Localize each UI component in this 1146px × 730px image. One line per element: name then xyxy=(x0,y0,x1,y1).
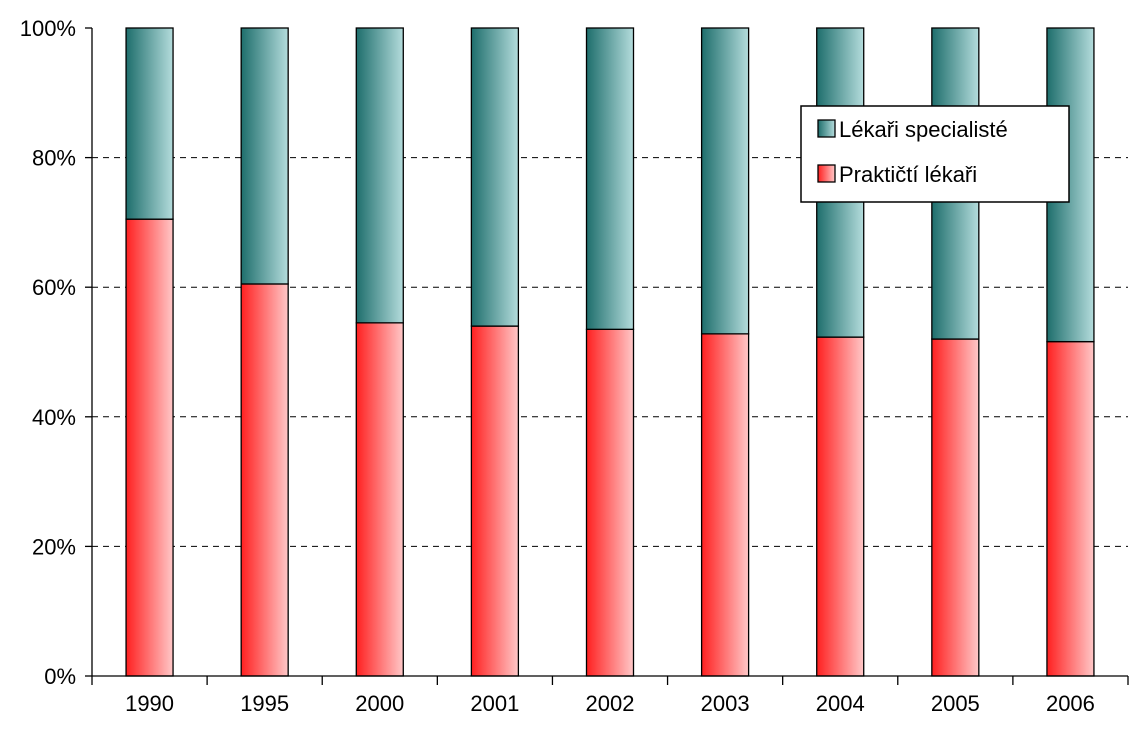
y-tick-label: 20% xyxy=(32,534,76,559)
axes: 0% 20% 40% 60% 80% 100% 1990 1995 2000 2001 2002 20… xyxy=(20,16,1129,716)
y-tick-label: 80% xyxy=(32,146,76,171)
bar-prakticti-1990 xyxy=(125,218,174,677)
legend-swatch xyxy=(817,164,836,183)
y-tick-label: 100% xyxy=(20,16,76,41)
bar-specialiste-1995 xyxy=(240,27,289,285)
x-tick-label: 2006 xyxy=(1046,691,1095,716)
bar-specialiste-2002 xyxy=(585,27,635,330)
bar-prakticti-2001 xyxy=(470,325,520,677)
legend: Lékaři specialisté Praktičtí lékaři xyxy=(800,105,1070,203)
bar-prakticti-2006 xyxy=(1046,340,1095,677)
x-tick-label: 2004 xyxy=(816,691,865,716)
x-tick-label: 2003 xyxy=(701,691,750,716)
y-tick-label: 40% xyxy=(32,405,76,430)
bar-prakticti-2002 xyxy=(585,328,635,677)
bar-prakticti-2005 xyxy=(931,338,980,677)
legend-swatch xyxy=(817,119,836,138)
bar-specialiste-2003 xyxy=(700,27,750,335)
bar-prakticti-1995 xyxy=(240,283,289,677)
x-tick-label: 2001 xyxy=(470,691,519,716)
y-tick-label: 60% xyxy=(32,275,76,300)
bar-specialiste-2000 xyxy=(355,27,404,324)
bar-prakticti-2003 xyxy=(700,333,750,677)
bar-prakticti-2004 xyxy=(816,336,865,677)
bar-specialiste-1990 xyxy=(125,27,174,220)
x-tick-label: 2000 xyxy=(355,691,404,716)
x-tick-label: 1995 xyxy=(240,691,289,716)
legend-label: Lékaři specialisté xyxy=(839,117,1008,142)
legend-box xyxy=(800,105,1070,203)
x-tick-label: 1990 xyxy=(125,691,174,716)
bar-specialiste-2001 xyxy=(470,27,520,327)
x-tick-label: 2002 xyxy=(586,691,635,716)
x-tick-label: 2005 xyxy=(931,691,980,716)
bar-prakticti-2000 xyxy=(355,322,404,677)
bars xyxy=(125,27,1095,677)
legend-label: Praktičtí lékaři xyxy=(839,162,977,187)
y-tick-label: 0% xyxy=(44,664,76,689)
